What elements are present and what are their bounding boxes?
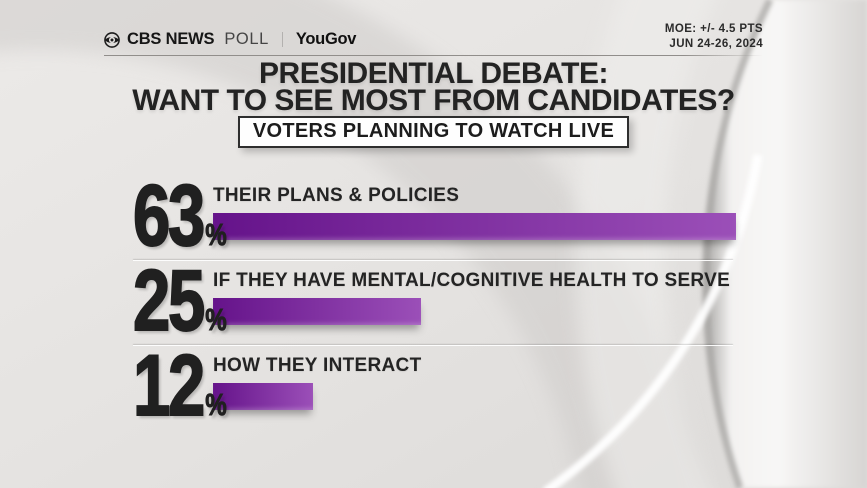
subtitle-badge: VOTERS PLANNING TO WATCH LIVE [237,116,630,148]
header-divider [104,55,763,56]
value-label: 12% [132,338,227,434]
brand-lockup: CBS NEWS POLL YouGov [104,30,356,49]
percent-sign: % [205,302,227,338]
brand-separator [281,32,283,47]
poll-wordmark: POLL [224,30,269,48]
category-label: IF THEY HAVE MENTAL/COGNITIVE HEALTH TO … [213,270,731,291]
percent-sign: % [205,387,227,423]
subtitle-badge-row: VOTERS PLANNING TO WATCH LIVE [0,116,867,148]
page-title: PRESIDENTIAL DEBATE: WANT TO SEE MOST FR… [0,57,867,117]
bar-row-how-they-interact: 12% HOW THEY INTERACT [132,342,733,438]
category-label: HOW THEY INTERACT [213,355,422,376]
percent-sign: % [205,217,227,253]
poll-dates: JUN 24-26, 2024 [669,37,763,50]
bar-how-they-interact [213,383,313,410]
bar-row-mental-cognitive: 25% IF THEY HAVE MENTAL/COGNITIVE HEALTH… [132,257,733,353]
bar-row-plans-policies: 63% THEIR PLANS & POLICIES [132,172,736,268]
category-label: THEIR PLANS & POLICIES [213,185,460,206]
cbs-eye-icon [104,31,120,48]
margin-of-error: MOE: +/- 4.5 PTS [664,23,763,35]
title-line1: PRESIDENTIAL DEBATE: [259,57,608,90]
cbs-news-wordmark: CBS NEWS [127,30,215,48]
value-label: 63% [132,168,227,264]
bar-mental-cognitive [213,298,421,325]
poll-metadata: MOE: +/- 4.5 PTS JUN 24-26, 2024 [665,22,763,51]
value-label: 25% [132,253,227,349]
bar-plans-policies [213,213,736,240]
yougov-wordmark: YouGov [295,30,357,48]
title-line2: WANT TO SEE MOST FROM CANDIDATES? [132,83,735,117]
bar-chart: 63% THEIR PLANS & POLICIES 25% IF THEY H… [132,172,736,438]
